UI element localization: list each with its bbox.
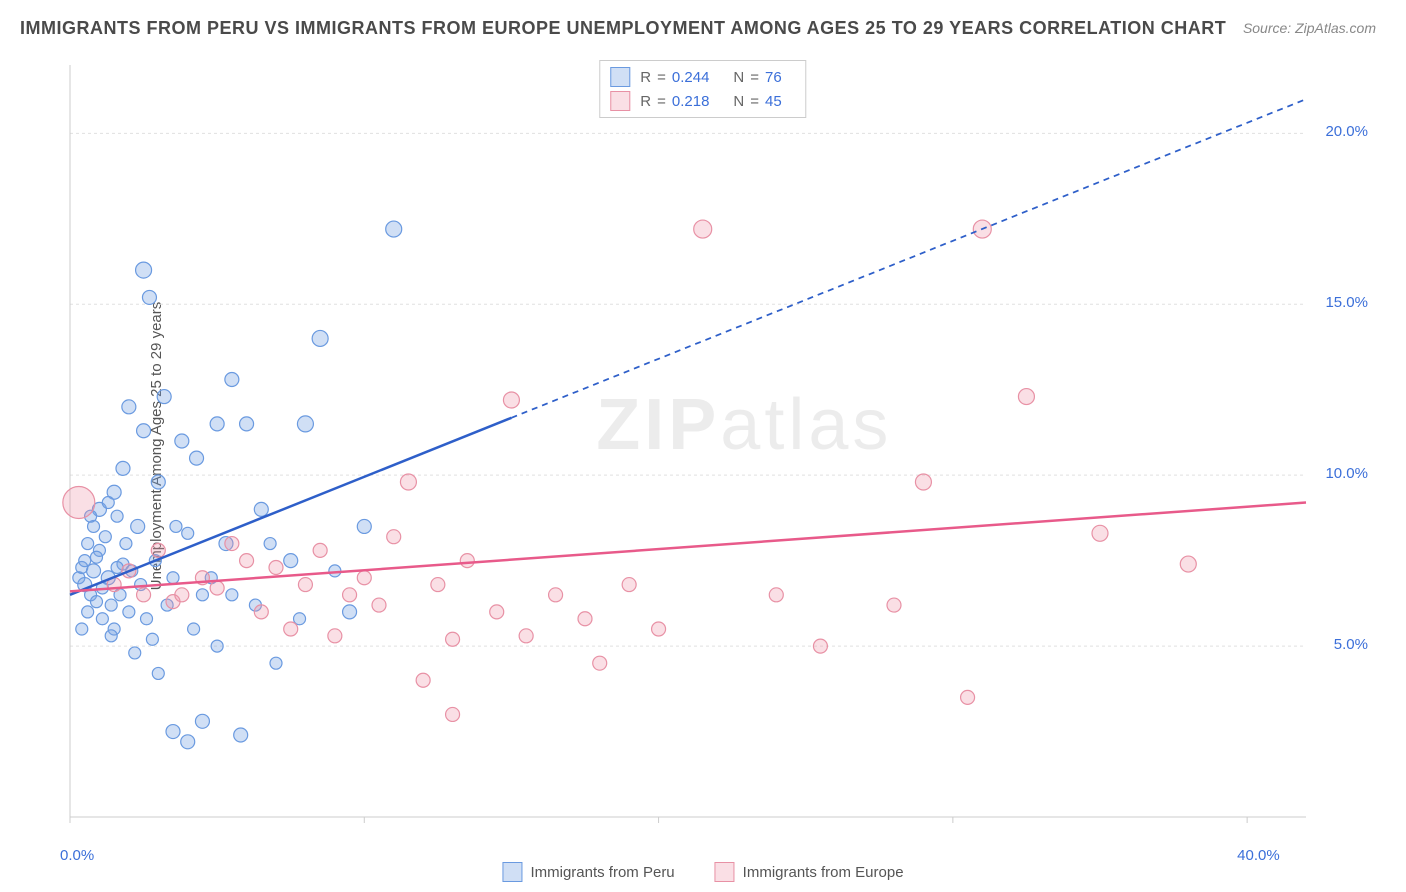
r-label: R: [640, 69, 651, 86]
stats-row-series2: R = 0.218 N = 45: [610, 89, 795, 113]
r-label: R: [640, 93, 651, 110]
source-attribution: Source: ZipAtlas.com: [1243, 20, 1376, 36]
stats-row-series1: R = 0.244 N = 76: [610, 65, 795, 89]
n-label: N: [733, 93, 744, 110]
n-label: N: [733, 69, 744, 86]
eq-sign: =: [657, 69, 666, 86]
r-value-series1: 0.244: [672, 69, 710, 86]
eq-sign: =: [750, 93, 759, 110]
legend-swatch-series2: [715, 862, 735, 882]
legend-item-series2: Immigrants from Europe: [715, 862, 904, 882]
legend-item-series1: Immigrants from Peru: [502, 862, 674, 882]
y-tick-label: 5.0%: [1334, 636, 1368, 653]
chart-title: IMMIGRANTS FROM PERU VS IMMIGRANTS FROM …: [20, 18, 1226, 39]
legend-swatch-series1: [502, 862, 522, 882]
legend-label-series2: Immigrants from Europe: [743, 864, 904, 881]
swatch-series2: [610, 91, 630, 111]
n-value-series2: 45: [765, 93, 782, 110]
x-tick-label: 0.0%: [60, 847, 94, 864]
stats-legend-box: R = 0.244 N = 76 R = 0.218 N = 45: [599, 60, 806, 118]
eq-sign: =: [657, 93, 666, 110]
eq-sign: =: [750, 69, 759, 86]
n-value-series1: 76: [765, 69, 782, 86]
swatch-series1: [610, 67, 630, 87]
scatter-plot-svg: [60, 60, 1376, 837]
r-value-series2: 0.218: [672, 93, 710, 110]
x-tick-label: 40.0%: [1237, 847, 1280, 864]
legend-label-series1: Immigrants from Peru: [530, 864, 674, 881]
y-tick-label: 10.0%: [1325, 465, 1368, 482]
y-tick-label: 20.0%: [1325, 123, 1368, 140]
chart-area: ZIPatlas: [60, 60, 1376, 837]
y-tick-label: 15.0%: [1325, 294, 1368, 311]
bottom-legend: Immigrants from Peru Immigrants from Eur…: [502, 862, 903, 882]
